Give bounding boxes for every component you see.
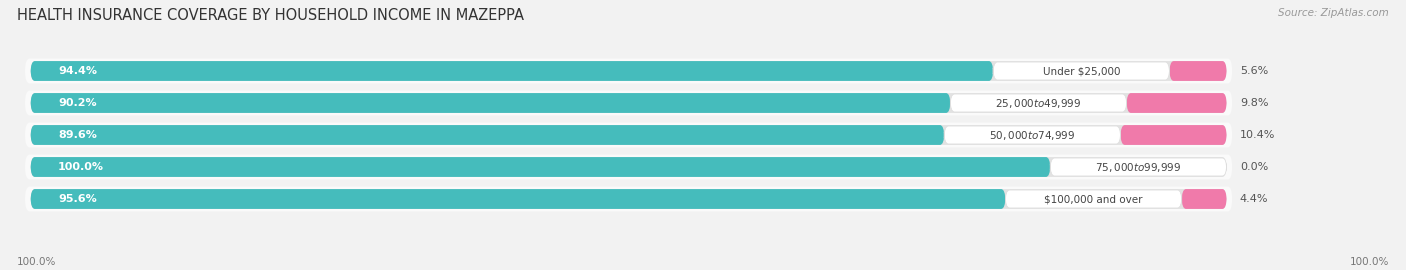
FancyBboxPatch shape <box>1050 158 1226 176</box>
Text: 4.4%: 4.4% <box>1240 194 1268 204</box>
FancyBboxPatch shape <box>1121 125 1226 145</box>
FancyBboxPatch shape <box>25 123 1232 147</box>
FancyBboxPatch shape <box>25 154 1232 180</box>
Text: 90.2%: 90.2% <box>58 98 97 108</box>
Text: 95.6%: 95.6% <box>58 194 97 204</box>
Text: Source: ZipAtlas.com: Source: ZipAtlas.com <box>1278 8 1389 18</box>
FancyBboxPatch shape <box>31 93 950 113</box>
FancyBboxPatch shape <box>31 61 1226 81</box>
Text: 94.4%: 94.4% <box>58 66 97 76</box>
FancyBboxPatch shape <box>31 157 1226 177</box>
FancyBboxPatch shape <box>1005 190 1181 208</box>
FancyBboxPatch shape <box>31 157 1050 177</box>
Text: 100.0%: 100.0% <box>1350 257 1389 267</box>
Text: $25,000 to $49,999: $25,000 to $49,999 <box>995 96 1081 110</box>
FancyBboxPatch shape <box>1126 93 1226 113</box>
Text: $75,000 to $99,999: $75,000 to $99,999 <box>1095 160 1181 174</box>
FancyBboxPatch shape <box>950 94 1126 112</box>
FancyBboxPatch shape <box>25 187 1232 211</box>
Text: $50,000 to $74,999: $50,000 to $74,999 <box>990 129 1076 141</box>
FancyBboxPatch shape <box>25 59 1232 83</box>
FancyBboxPatch shape <box>31 61 993 81</box>
FancyBboxPatch shape <box>1181 189 1226 209</box>
Text: $100,000 and over: $100,000 and over <box>1045 194 1143 204</box>
FancyBboxPatch shape <box>31 125 945 145</box>
FancyBboxPatch shape <box>25 90 1232 116</box>
FancyBboxPatch shape <box>31 189 1226 209</box>
Text: 9.8%: 9.8% <box>1240 98 1268 108</box>
FancyBboxPatch shape <box>1170 61 1226 81</box>
Text: Under $25,000: Under $25,000 <box>1043 66 1121 76</box>
FancyBboxPatch shape <box>31 189 1005 209</box>
Text: 89.6%: 89.6% <box>58 130 97 140</box>
Text: 100.0%: 100.0% <box>17 257 56 267</box>
Text: 10.4%: 10.4% <box>1240 130 1275 140</box>
Text: 0.0%: 0.0% <box>1240 162 1268 172</box>
FancyBboxPatch shape <box>31 125 1226 145</box>
Text: 5.6%: 5.6% <box>1240 66 1268 76</box>
FancyBboxPatch shape <box>993 62 1170 80</box>
Text: HEALTH INSURANCE COVERAGE BY HOUSEHOLD INCOME IN MAZEPPA: HEALTH INSURANCE COVERAGE BY HOUSEHOLD I… <box>17 8 524 23</box>
FancyBboxPatch shape <box>31 93 1226 113</box>
Text: 100.0%: 100.0% <box>58 162 104 172</box>
FancyBboxPatch shape <box>945 126 1121 144</box>
